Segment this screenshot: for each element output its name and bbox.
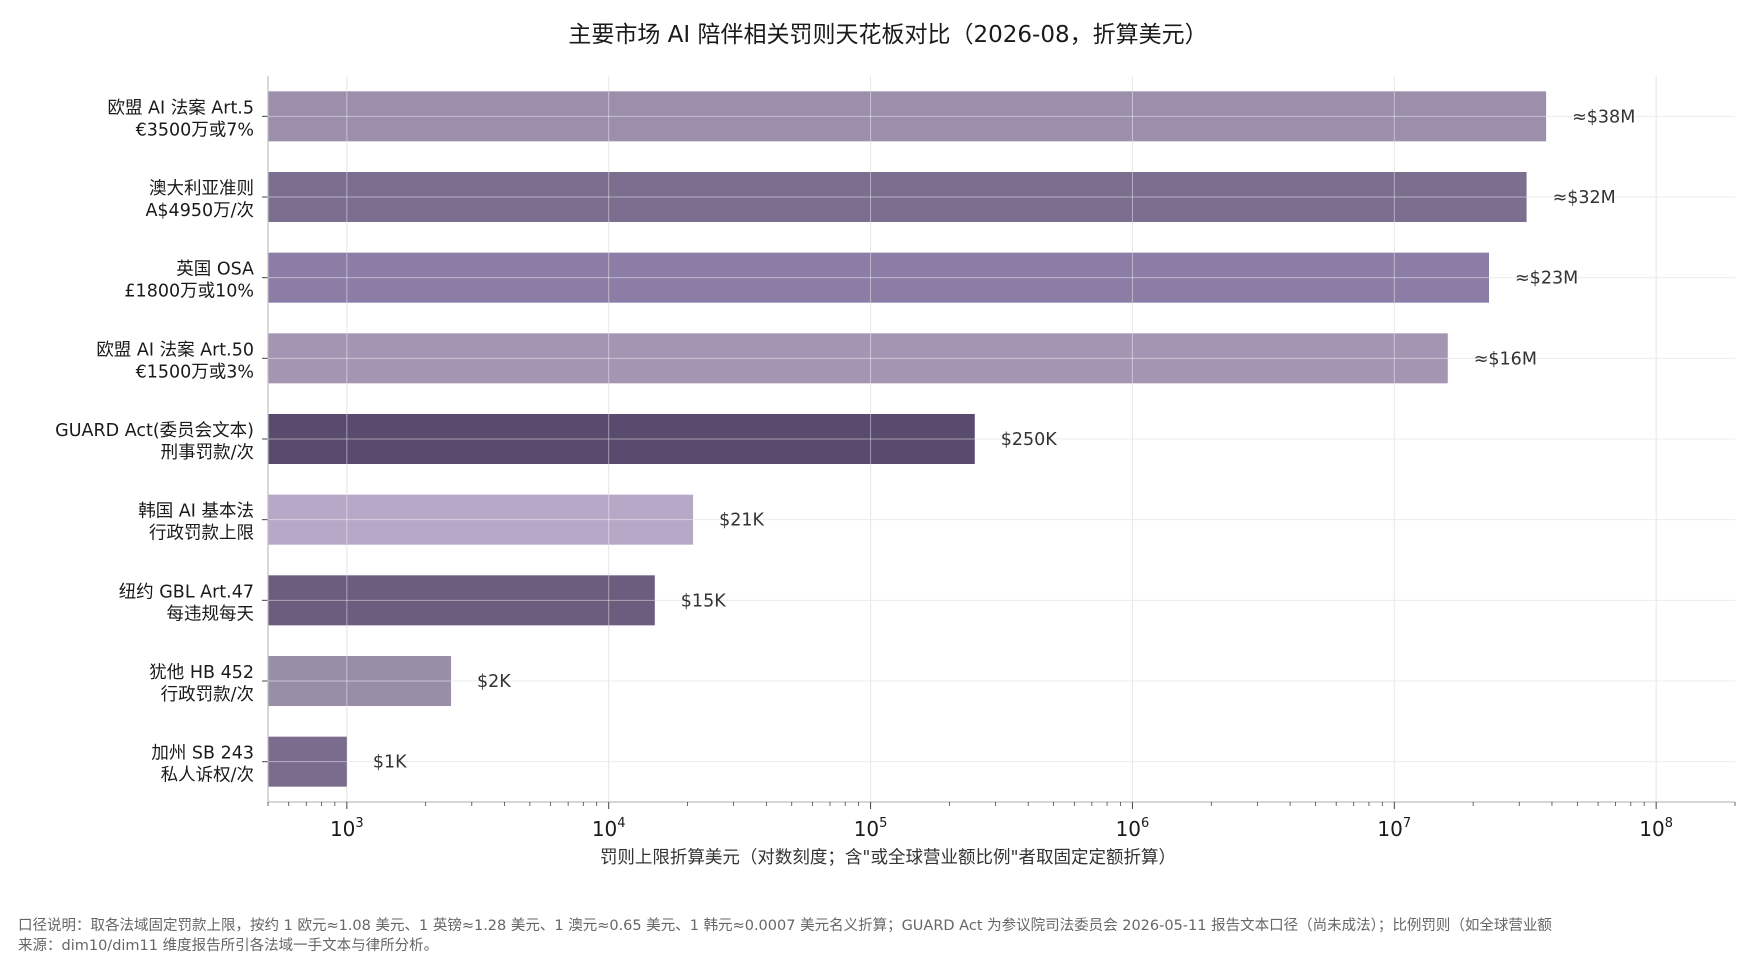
category-label: 欧盟 AI 法案 Art.50 xyxy=(96,340,254,360)
bar xyxy=(268,413,975,465)
category-label: 韩国 AI 基本法 xyxy=(138,502,254,522)
category-sublabel: €3500万或7% xyxy=(136,120,254,140)
category-label: GUARD Act(委员会文本) xyxy=(55,421,254,441)
x-axis: 103 104 105 106 107 108 xyxy=(262,76,1736,841)
x-tick-label: 104 xyxy=(592,816,626,841)
category-label: 加州 SB 243 xyxy=(151,744,254,764)
category-label: 纽约 GBL Art.47 xyxy=(119,582,254,602)
category-sublabel: 刑事罚款/次 xyxy=(161,443,254,463)
bar-value-label: ≈$32M xyxy=(1553,188,1616,208)
bar-value-label: ≈$38M xyxy=(1572,107,1635,127)
category-sublabel: £1800万或10% xyxy=(124,282,254,302)
bar-value-label: ≈$23M xyxy=(1515,269,1578,289)
category-label: 犹他 HB 452 xyxy=(149,663,254,683)
bar xyxy=(268,575,655,626)
bar-value-label: $250K xyxy=(1001,430,1058,450)
category-sublabel: 行政罚款上限 xyxy=(149,524,254,544)
bar-value-label: $15K xyxy=(681,591,726,611)
x-tick-label: 107 xyxy=(1377,816,1411,841)
x-axis-label: 罚则上限折算美元（对数刻度；含"或全球营业额比例"者取固定定额折算） xyxy=(600,848,1176,868)
bar-value-label: $21K xyxy=(719,511,764,531)
category-sublabel: 行政罚款/次 xyxy=(161,685,254,705)
method-note: 口径说明：取各法域固定罚款上限，按约 1 欧元≈1.08 美元、1 英镑≈1.2… xyxy=(18,918,1552,934)
x-tick-label: 106 xyxy=(1116,816,1150,841)
bar xyxy=(268,171,1527,223)
category-sublabel: A$4950万/次 xyxy=(145,201,254,221)
bar-value-label: $2K xyxy=(477,672,511,692)
bar xyxy=(268,655,452,707)
bar xyxy=(268,494,694,545)
source-note: 来源：dim10/dim11 维度报告所引各法域一手文本与律所分析。 xyxy=(18,938,439,954)
bar xyxy=(268,736,347,787)
chart-title: 主要市场 AI 陪伴相关罚则天花板对比（2026-08，折算美元） xyxy=(568,22,1207,48)
bar-value-label: $1K xyxy=(373,753,407,773)
x-tick-label: 108 xyxy=(1639,816,1673,841)
bar xyxy=(268,252,1490,303)
category-label: 欧盟 AI 法案 Art.5 xyxy=(107,98,254,118)
x-tick-label: 103 xyxy=(330,816,364,841)
bar xyxy=(268,91,1547,142)
category-sublabel: 私人诉权/次 xyxy=(161,766,254,786)
category-label: 英国 OSA xyxy=(176,260,254,280)
bars-group: ≈$38M 欧盟 AI 法案 Art.5€3500万或7% ≈$32M 澳大利亚准则A… xyxy=(55,91,1635,787)
category-sublabel: 每违规每天 xyxy=(167,604,255,624)
bar xyxy=(268,333,1448,384)
bar-value-label: ≈$16M xyxy=(1474,349,1537,369)
category-sublabel: €1500万或3% xyxy=(136,362,254,382)
category-label: 澳大利亚准则 xyxy=(149,179,254,199)
x-tick-label: 105 xyxy=(854,816,888,841)
